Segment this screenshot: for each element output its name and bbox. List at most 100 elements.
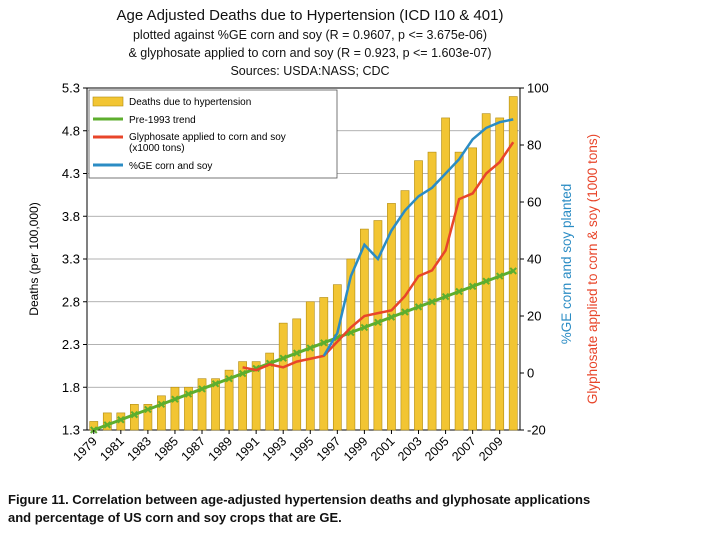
- bar: [238, 361, 247, 431]
- bar: [265, 352, 275, 431]
- left-axis-label: Deaths (per 100,000): [27, 202, 41, 315]
- bar: [211, 378, 220, 431]
- legend-label-ge: %GE corn and soy: [129, 161, 212, 172]
- x-tick-label: 1993: [260, 434, 290, 464]
- trend-point: [225, 374, 233, 383]
- trend-point: [374, 318, 382, 326]
- x-tick-label: 2003: [395, 434, 425, 464]
- right-tick-label: 100: [527, 81, 549, 96]
- left-tick-label: 2.8: [62, 294, 80, 309]
- right-tick-label: 60: [527, 195, 541, 210]
- x-tick-label: 1985: [152, 434, 182, 464]
- chart-subtitle-3: Sources: USDA:NASS; CDC: [230, 64, 390, 78]
- legend-label-trend: Pre-1993 trend: [129, 115, 196, 126]
- chart-subtitle-2: & glyphosate applied to corn and soy (R …: [128, 46, 492, 60]
- trend-point: [198, 385, 206, 393]
- glyphosate-line: [242, 141, 515, 372]
- bar: [278, 322, 288, 431]
- trend-point: [157, 400, 166, 409]
- legend-label-glyphosate-unit: (x1000 tons): [129, 143, 185, 154]
- trend-point: [293, 349, 301, 357]
- left-tick-label: 3.8: [62, 209, 80, 224]
- bar: [292, 318, 302, 431]
- trend-point: [441, 292, 450, 301]
- bar: [508, 96, 518, 431]
- trend-point: [211, 380, 220, 388]
- bar: [251, 361, 261, 431]
- trend-point: [117, 416, 125, 424]
- bar: [305, 301, 315, 431]
- trend-point: [333, 333, 342, 342]
- left-tick-label: 4.3: [62, 166, 80, 181]
- bar: [102, 412, 112, 431]
- trend-point: [306, 344, 314, 352]
- x-tick-label: 1995: [287, 434, 317, 464]
- trend-point: [171, 395, 179, 403]
- x-tick-label: 1983: [124, 434, 154, 464]
- bar: [441, 117, 450, 431]
- trend-point: [509, 267, 517, 275]
- bar: [157, 395, 166, 431]
- bar: [346, 258, 356, 431]
- figure-caption: Figure 11. Correlation between age-adjus…: [8, 491, 708, 527]
- trend-point: [130, 410, 139, 419]
- right-tick-label: 40: [527, 252, 541, 267]
- trend-point: [279, 354, 287, 362]
- trend-point: [347, 328, 355, 337]
- chart-subtitle-1: plotted against %GE corn and soy (R = 0.…: [132, 28, 488, 42]
- x-tick-label: 2009: [476, 434, 506, 464]
- trend-point: [320, 339, 328, 347]
- x-tick-label: 1991: [233, 434, 263, 464]
- right-tick-label: 20: [527, 309, 541, 324]
- trend-point: [414, 303, 423, 311]
- trend-point: [468, 282, 477, 291]
- chart-title: Age Adjusted Deaths due to Hypertension …: [116, 7, 504, 24]
- title-block: Age Adjusted Deaths due to Hypertension …: [0, 6, 620, 80]
- bar: [427, 151, 437, 431]
- bar: [170, 386, 180, 431]
- left-tick-label: 1.3: [62, 423, 80, 438]
- trend-point: [482, 277, 490, 285]
- ge-line: [322, 118, 514, 357]
- caption-line-2: and percentage of US corn and soy crops …: [8, 510, 342, 525]
- chart-svg: 1.3 1.8 2.3 2.8 3.3 3.8 4.3 4.8 5.3 -20 0 20 40 60 80 1…: [27, 81, 600, 464]
- left-tick-label: 4.8: [62, 123, 80, 138]
- x-tick-label: 1987: [179, 434, 209, 464]
- legend-swatch-deaths: [92, 96, 124, 107]
- left-tick-label: 3.3: [62, 252, 80, 267]
- left-tick-label: 2.3: [62, 337, 80, 352]
- legend-label-deaths: Deaths due to hypertension: [129, 97, 251, 108]
- trend-point: [428, 298, 436, 306]
- trend-point: [144, 405, 152, 414]
- x-tick-label: 1999: [341, 434, 371, 464]
- left-tick-label: 1.8: [62, 380, 80, 395]
- left-tick-label: 5.3: [62, 81, 80, 96]
- bar: [332, 284, 342, 431]
- legend-box: [88, 89, 338, 179]
- bar: [319, 297, 329, 431]
- bar: [184, 386, 193, 431]
- x-tick-label: 2005: [422, 434, 452, 464]
- caption-line-1: Figure 11. Correlation between age-adjus…: [8, 492, 591, 507]
- x-tick-label: 1997: [314, 434, 344, 464]
- x-tick-label: 1979: [70, 434, 100, 464]
- bar: [481, 113, 491, 431]
- right-tick-label: 80: [527, 138, 541, 153]
- x-tick-label: 2001: [368, 434, 398, 464]
- x-tick-label: 1989: [206, 434, 236, 464]
- legend-label-glyphosate: Glyphosate applied to corn and soy: [129, 132, 286, 143]
- trend-point: [401, 308, 409, 316]
- trend-point: [184, 390, 193, 398]
- x-tick-label: 1981: [97, 434, 127, 464]
- trend-point: [455, 287, 463, 296]
- trend-point: [103, 421, 112, 429]
- trend-point: [495, 272, 504, 280]
- trend-point: [387, 313, 396, 321]
- right-axis-label-ge: %GE corn and soy planted: [559, 184, 574, 345]
- right-tick-label: -20: [527, 423, 546, 438]
- trend-point: [238, 369, 247, 378]
- right-tick-label: 0: [527, 366, 534, 381]
- right-axis-label-glyphosate: Glyphosate applied to corn & soy (1000 t…: [585, 134, 600, 404]
- x-tick-label: 2007: [449, 434, 479, 464]
- trend-point: [360, 323, 369, 332]
